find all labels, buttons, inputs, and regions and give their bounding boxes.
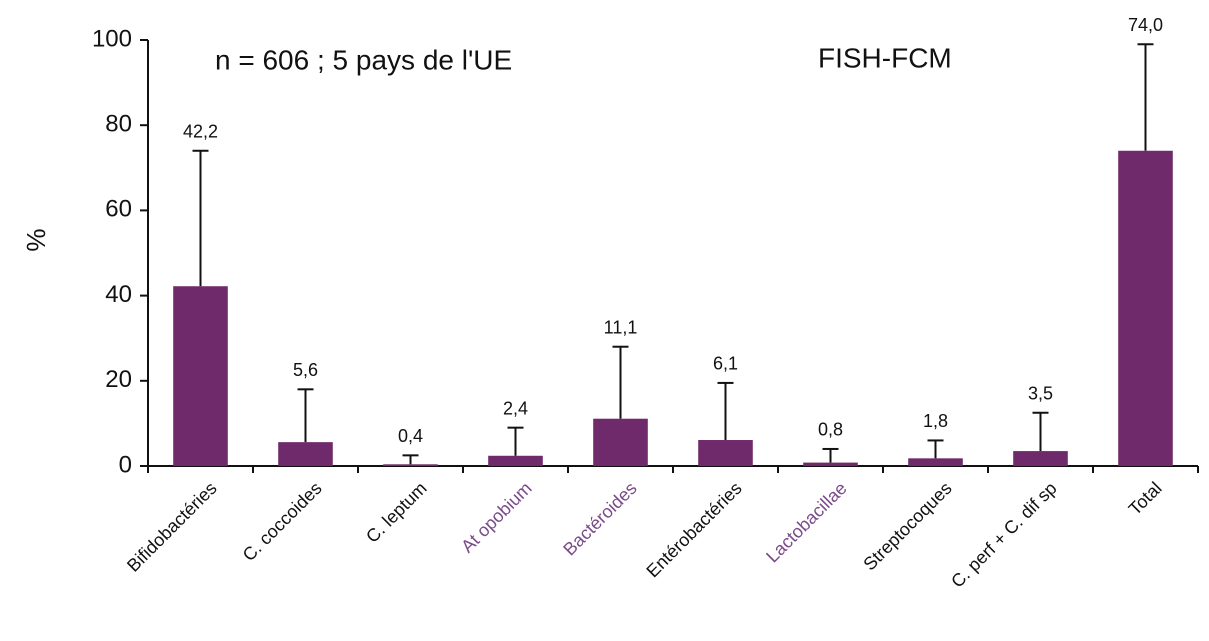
value-label: 3,5 — [1028, 384, 1053, 404]
bar — [1013, 451, 1068, 466]
bar — [698, 440, 753, 466]
x-tick-label: Total — [1125, 478, 1166, 519]
annotation: n = 606 ; 5 pays de l'UE — [215, 44, 512, 75]
value-label: 0,4 — [398, 426, 423, 446]
annotation: FISH-FCM — [818, 42, 952, 73]
bar — [488, 455, 543, 466]
x-tick-label: At opobium — [457, 478, 536, 557]
bar — [383, 464, 438, 466]
x-tick-label: C. leptum — [362, 478, 431, 547]
y-tick-label: 80 — [105, 111, 132, 138]
value-label: 1,8 — [923, 411, 948, 431]
value-label: 11,1 — [604, 317, 638, 337]
y-axis-label: % — [21, 228, 51, 251]
y-tick-label: 0 — [119, 451, 132, 478]
x-tick-label: Entérobactéries — [642, 478, 745, 581]
y-tick-label: 100 — [92, 25, 132, 52]
x-tick-label: C. perf + C. dif sp — [947, 478, 1061, 592]
y-tick-label: 40 — [105, 281, 132, 308]
y-tick-label: 20 — [105, 366, 132, 393]
x-tick-label: Lactobacillae — [762, 478, 850, 566]
bar — [1118, 150, 1173, 466]
x-tick-label: Bactéroides — [559, 478, 640, 559]
x-tick-label: Streptocoques — [859, 478, 955, 574]
value-label: 5,6 — [293, 360, 318, 380]
bar — [278, 442, 333, 466]
bar — [908, 458, 963, 466]
x-tick-label: Bifidobactéries — [123, 478, 221, 576]
y-tick-label: 60 — [105, 196, 132, 223]
value-label: 42,2 — [183, 122, 218, 142]
value-label: 6,1 — [713, 354, 738, 374]
value-label: 0,8 — [818, 420, 843, 440]
x-tick-label: C. coccoides — [239, 478, 326, 565]
bar — [173, 286, 228, 466]
value-label: 74,0 — [1128, 15, 1163, 35]
value-label: 2,4 — [503, 398, 528, 418]
bar — [593, 418, 648, 466]
bar — [803, 462, 858, 466]
